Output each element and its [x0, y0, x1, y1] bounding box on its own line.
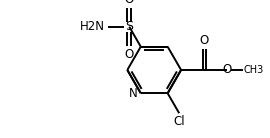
- Text: O: O: [222, 63, 232, 76]
- Text: S: S: [125, 20, 133, 33]
- Text: Cl: Cl: [173, 115, 185, 128]
- Text: O: O: [200, 34, 209, 47]
- Text: N: N: [129, 87, 138, 100]
- Text: H2N: H2N: [80, 20, 105, 33]
- Text: CH3: CH3: [244, 65, 264, 75]
- Text: O: O: [125, 48, 134, 61]
- Text: O: O: [125, 0, 134, 6]
